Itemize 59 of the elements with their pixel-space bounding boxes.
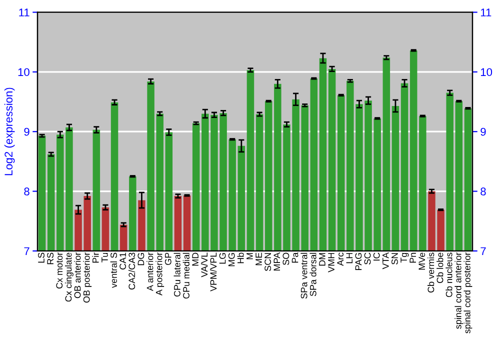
x-tick-label: MPA: [274, 252, 280, 270]
y-tick-label: 8: [24, 188, 30, 196]
x-tick-label: Hb: [237, 252, 244, 264]
x-tick-label: CPu lateral: [174, 252, 180, 297]
x-tick-label: Cb lobe: [436, 252, 444, 283]
x-tick-label: M: [246, 253, 253, 260]
x-tick-label: SPa dorsal: [310, 252, 316, 296]
x-tick-label: CA1: [120, 252, 126, 270]
x-tick-label: LG: [219, 253, 226, 264]
x-tick-label: spinal cord posterior: [464, 252, 472, 334]
x-tick-label: GP: [164, 252, 172, 265]
x-tick-label: Tg: [400, 252, 409, 263]
x-tick-label: ME: [256, 252, 262, 266]
y-tick-label: 9: [24, 128, 30, 136]
x-tick-label: SO: [282, 252, 290, 265]
x-tick-label: VMH: [328, 253, 334, 272]
y-tick-label: 7: [24, 247, 30, 255]
x-tick-label: SCN: [264, 253, 272, 271]
x-tick-label: LH: [346, 253, 352, 264]
y2-tick-label: 9: [480, 128, 486, 136]
x-tick-label: Pn: [410, 252, 416, 263]
x-tick-label: Arc: [337, 252, 344, 266]
x-tick-label: OB anterior: [74, 252, 81, 298]
x-tick-label: MVe: [418, 252, 426, 270]
x-tick-label: SC: [364, 252, 371, 264]
x-tick-label: DG: [138, 253, 144, 266]
x-tick-label: IC: [373, 252, 380, 261]
x-tick-label: Pir: [92, 252, 99, 263]
x-tick-label: SPa ventral: [300, 252, 308, 299]
x-tick-label: VTA: [382, 252, 389, 270]
x-tick-label: PAG: [355, 253, 362, 270]
x-tick-label: Cx motor: [56, 252, 63, 288]
y2-tick-label: 7: [480, 247, 486, 255]
x-tick-label: MD: [192, 252, 198, 266]
y2-tick-label: 8: [480, 188, 486, 196]
x-tick-label: VA/VL: [200, 252, 208, 278]
x-tick-label: SN: [392, 253, 398, 264]
x-tick-label: ventral S: [110, 252, 117, 288]
x-tick-label: Tu: [102, 252, 108, 262]
y2-tick-label: 10: [480, 68, 492, 76]
x-tick-label: A anterior: [146, 252, 154, 291]
x-tick-label: Cb nucleus: [446, 252, 452, 298]
x-tick-label: LS: [38, 252, 44, 263]
y2-tick-label: 11: [480, 8, 492, 16]
y-axis-title: Log2 (expression): [4, 88, 15, 176]
x-tick-label: spinal cord anterior: [454, 252, 464, 329]
y-tick-label: 11: [19, 8, 30, 16]
x-tick-label: CA2/CA3: [128, 252, 136, 290]
x-tick-label: DM: [319, 253, 326, 266]
x-tick-label: RS: [47, 252, 54, 264]
x-tick-label: Cb vermis: [428, 252, 434, 293]
x-tick-label: MG: [228, 253, 235, 266]
y-tick-label: 10: [18, 68, 30, 76]
x-tick-label: VPM/VPL: [210, 252, 217, 292]
x-tick-label: Pa: [292, 252, 298, 263]
x-tick-label: A posterior: [156, 252, 164, 296]
x-tick-label: CPu medial: [182, 252, 190, 299]
x-tick-label: OB posterior: [83, 252, 92, 303]
x-tick-label: Cx cingulate: [65, 252, 74, 302]
